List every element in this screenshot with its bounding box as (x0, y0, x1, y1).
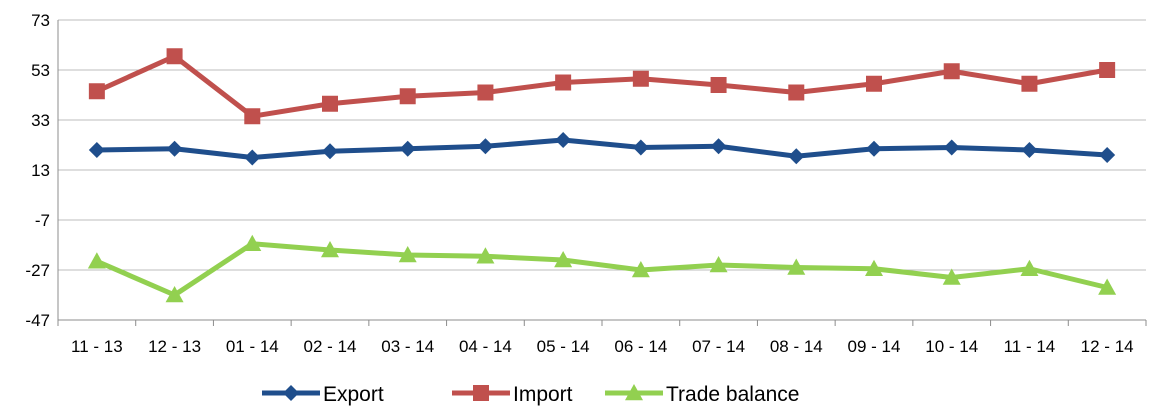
export-point (632, 139, 649, 156)
x-tick-label: 03 - 14 (381, 337, 434, 356)
export-point (399, 140, 416, 157)
trade-balance-point (787, 258, 806, 275)
trade-balance-point (321, 241, 339, 258)
x-tick-label: 07 - 14 (692, 337, 745, 356)
y-axis-tick-labels: 73 53 33 13 -7 -27 -47 (25, 11, 50, 330)
trade-balance-point (631, 261, 650, 278)
x-axis-tick-labels: 11 - 13 12 - 13 01 - 14 02 - 14 03 - 14 04 - … (71, 337, 1134, 356)
x-tick-label: 02 - 14 (304, 337, 357, 356)
legend-swatch-marker (283, 385, 299, 401)
trade-balance-point (243, 234, 262, 251)
export-point (88, 142, 105, 158)
legend: Export Import Trade balance (262, 383, 799, 406)
series-trade-balance (87, 234, 1117, 303)
x-tick-label: 06 - 14 (614, 337, 667, 356)
series-group (87, 48, 1117, 303)
y-tick-label: 33 (31, 111, 50, 130)
y-tick-label: -47 (25, 311, 50, 330)
y-tick-label: -7 (35, 211, 50, 230)
x-tick-label: 11 - 14 (1004, 337, 1056, 356)
import-point (866, 75, 882, 92)
legend-swatch-marker (473, 385, 489, 401)
trade-balance-point (1020, 259, 1039, 276)
import-point (477, 84, 494, 101)
trade-balance-line (95, 241, 1108, 298)
trade-balance-point (87, 252, 106, 269)
y-tick-label: -27 (25, 261, 50, 280)
legend-label: Trade balance (666, 383, 799, 406)
import-point (88, 83, 105, 100)
series-export (88, 132, 1116, 166)
import-point (166, 48, 183, 65)
x-tick-label: 11 - 13 (71, 337, 123, 356)
legend-item-import: Import (452, 383, 573, 406)
x-tick-label: 09 - 14 (848, 337, 901, 356)
trade-balance-point (1098, 278, 1117, 295)
import-point (788, 84, 805, 101)
trade-balance-point (942, 268, 961, 285)
x-tick-label: 12 - 13 (148, 337, 201, 356)
export-point (555, 132, 572, 148)
trade-balance-point (165, 286, 184, 303)
trade-balance-point (865, 259, 883, 276)
y-tick-label: 53 (31, 61, 50, 80)
x-tick-label: 05 - 14 (537, 337, 590, 356)
import-point (555, 74, 572, 91)
legend-swatch-marker (625, 384, 643, 401)
x-tick-label: 08 - 14 (770, 337, 823, 356)
legend-item-export: Export (262, 383, 384, 406)
export-point (166, 140, 183, 157)
import-line (95, 53, 1108, 119)
y-tick-label: 73 (31, 11, 50, 30)
export-point (866, 140, 882, 157)
axes (57, 20, 1147, 326)
export-point (1021, 142, 1038, 158)
export-point (244, 149, 261, 166)
trade-balance-point (398, 246, 417, 263)
legend-label: Export (323, 383, 384, 406)
import-point (710, 77, 727, 93)
legend-label: Import (513, 383, 573, 406)
x-tick-label: 10 - 14 (925, 337, 978, 356)
y-tick-label: 13 (31, 161, 50, 180)
trade-balance-point (554, 251, 573, 268)
export-point (943, 139, 960, 156)
import-point (399, 88, 416, 105)
export-point (710, 138, 727, 155)
export-point (477, 138, 494, 155)
import-point (1021, 75, 1038, 92)
x-tick-label: 12 - 14 (1081, 337, 1134, 356)
series-import (88, 48, 1116, 125)
export-line (96, 137, 1108, 160)
import-point (322, 95, 338, 112)
trade-balance-point (709, 256, 728, 273)
legend-item-trade-balance: Trade balance (605, 383, 799, 406)
export-point (322, 143, 338, 160)
trade-balance-point (476, 247, 495, 264)
import-point (943, 63, 960, 80)
x-tick-label: 04 - 14 (459, 337, 512, 356)
import-point (1099, 62, 1116, 78)
export-point (788, 148, 805, 165)
import-point (632, 70, 649, 87)
import-point (244, 108, 261, 125)
x-tick-label: 01 - 14 (226, 337, 279, 356)
export-point (1099, 147, 1116, 163)
